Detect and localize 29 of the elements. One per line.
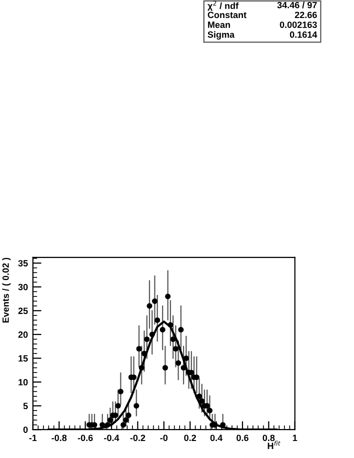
y-axis-title: Events / ( 0.02 ) (2, 258, 11, 323)
y-tick-label: 0 (23, 426, 28, 433)
x-tick-label: 0.6 (236, 434, 248, 442)
y-tick-label: 15 (18, 355, 28, 362)
y-tick-label: 5 (23, 402, 28, 410)
x-tick-label: -0.8 (52, 434, 67, 442)
text: Mean (208, 22, 230, 28)
x-tick-label: -0 (160, 434, 168, 442)
text: 34.46 / 97 (277, 2, 317, 8)
x-tick-label: -0.4 (104, 434, 120, 442)
text: Sigma (208, 31, 235, 40)
x-tick-label: -0.2 (130, 434, 146, 442)
text: 0.1614 (290, 31, 318, 38)
text: χ$^{2}$ / ndf (208, 0, 239, 11)
y-tick-label: 30 (18, 284, 28, 290)
y-tick-label: 20 (18, 331, 28, 338)
y-tick-label: 25 (18, 308, 28, 314)
x-tick-label: -1 (29, 434, 37, 442)
x-tick-label: 1 (292, 434, 298, 442)
x-tick-label: -0.6 (78, 434, 93, 442)
x-tick-label: 0.4 (210, 434, 223, 442)
y-tick-label: 10 (18, 379, 28, 386)
text: Constant (208, 12, 246, 18)
x-tick-label: 0.2 (184, 434, 196, 442)
text: 22.66 (294, 12, 317, 18)
x-axis-title: H$^{fit}$ (268, 440, 281, 450)
y-tick-label: 35 (18, 260, 28, 266)
x-tick-label: 0.8 (262, 434, 275, 442)
text: 0.002163 (280, 22, 317, 28)
